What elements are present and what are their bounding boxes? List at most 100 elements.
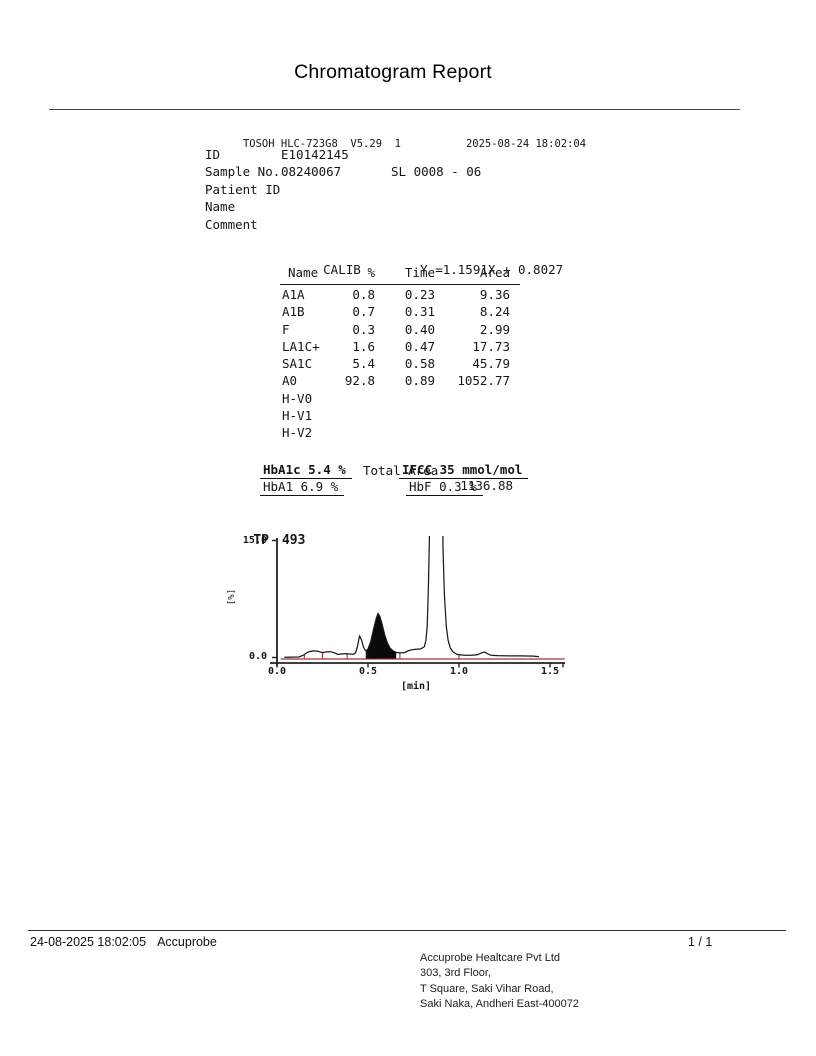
peak-table-cell: 0.3 (352, 321, 375, 337)
info-row: Name (205, 199, 586, 216)
info-label: Name (205, 199, 236, 215)
x-axis-unit-label: [min] (400, 681, 432, 692)
chromatogram-trace (284, 536, 540, 658)
calib-line: CALIB Y =1.1591X + 0.8027 (278, 247, 563, 277)
peak-table-cell: 1052.77 (457, 373, 510, 389)
total-area-label: Total Area (363, 462, 439, 478)
address-line: Accuprobe Healtcare Pvt Ltd (420, 952, 561, 964)
table-header-rule (280, 284, 520, 285)
peak-table-cell: 1.6 (352, 338, 375, 354)
peak-table-row: H-V2 (278, 425, 563, 442)
peak-table-cell: 0.89 (404, 373, 435, 389)
peak-table-cell: 9.36 (479, 287, 510, 302)
peak-table-cell (330, 408, 375, 425)
y-axis-min-label: 0.0 (248, 651, 267, 662)
peak-table-header: Name % Time Area (278, 265, 563, 284)
calib-label: CALIB (323, 262, 361, 277)
peak-table-cell: 0.23 (404, 287, 435, 302)
tp-value: 493 (281, 533, 306, 548)
page-title: Chromatogram Report (294, 61, 492, 83)
peak-table-cell: 17.73 (472, 338, 510, 354)
peak-table-row: A1B 0.7 0.31 8.24 (278, 304, 563, 321)
peak-table-cell: 0.8 (352, 287, 375, 302)
peak-table-row: LA1C+ 1.6 0.47 17.73 (278, 339, 563, 356)
address-line: T Square, Saki Vihar Road, (420, 982, 554, 995)
page-number: 1 / 1 (688, 935, 713, 949)
result-ifcc: IFCC 35 mmol/mol (399, 462, 529, 479)
calib-equation: Y =1.1591X + 0.8027 (420, 262, 564, 277)
peak-table-row: A1A 0.8 0.23 9.36 (278, 287, 563, 304)
x-tick-label-0: 0.0 (267, 666, 287, 677)
peak-table-cell (375, 391, 435, 408)
peak-table-row: F 0.3 0.40 2.99 (278, 322, 563, 339)
peak-table-cell (330, 391, 375, 408)
peak-table-cell: 0.40 (404, 321, 435, 337)
chromatogram-svg (270, 536, 565, 668)
x-tick-label-2: 1.0 (449, 666, 469, 677)
col-header-name: Name (288, 265, 319, 280)
x-tick-label-3: 1.5 (540, 666, 560, 677)
report-datetime: 2025-08-24 18:02:04 (465, 138, 587, 150)
total-peaks-line: TP 493 (222, 518, 305, 563)
peak-table-row: H-V0 (278, 391, 563, 408)
col-header-area: Area (479, 265, 510, 280)
footer-source: Accuprobe (157, 935, 217, 949)
peak-table-cell: 0.31 (404, 304, 435, 320)
peak-table-cell: H-V1 (282, 408, 313, 424)
peak-table-cell (435, 425, 510, 442)
peak-table-cell (435, 408, 510, 425)
peak-table-cell (330, 425, 375, 442)
peak-table-body: A1A 0.8 0.23 9.36 A1B 0.7 0.31 8.24 F 0.3 0.40 2.99… (278, 287, 563, 443)
info-row: Sample No.08240067 SL 0008 - 06 (205, 164, 586, 181)
peak-table-cell: 0.7 (352, 304, 375, 320)
total-area-line: Total Area 1136.88 (278, 448, 518, 493)
result-hba1c: HbA1c 5.4 % (260, 462, 352, 479)
y-axis-max-label: 15.0 (242, 535, 267, 546)
footer-divider (28, 930, 786, 931)
sample-info-block: TOSOH HLC-723G8 V5.29 1 2025-08-24 18:02:… (205, 126, 586, 234)
info-row: Comment (205, 217, 586, 234)
header-divider (49, 109, 740, 110)
peak-table-cell: 0.47 (404, 338, 435, 354)
peak-table-cell (375, 425, 435, 442)
footer-timestamp: 24-08-2025 18:02:05 (30, 935, 147, 949)
x-tick-label-1: 0.5 (358, 666, 378, 677)
peak-table-cell: F (282, 321, 290, 337)
peak-table-cell: H-V2 (282, 425, 313, 441)
info-value: 08240067 (281, 164, 342, 180)
info-row: ID E10142145 (205, 147, 586, 164)
address-block: Accuprobe Healtcare Pvt Ltd 303, 3rd Floo… (420, 951, 579, 1013)
result-hbf: HbF 0.3 % (406, 479, 483, 496)
peak-table-cell: A0 (282, 373, 298, 389)
info-label: Patient ID (205, 181, 281, 197)
footer-left: 24-08-2025 18:02:05 Accuprobe (30, 935, 217, 949)
peak-table-cell: H-V0 (282, 390, 313, 406)
peak-table-cell: A1A (282, 287, 305, 302)
col-header-percent: % (367, 265, 375, 280)
info-rows: ID E10142145 Sample No.08240067 SL 0008 - 0… (205, 147, 586, 234)
peak-table-row: SA1C 5.4 0.58 45.79 (278, 356, 563, 373)
peak-table-cell: 2.99 (479, 321, 510, 337)
peak-table-row: H-V1 (278, 408, 563, 425)
peak-table-cell: 45.79 (472, 356, 510, 372)
peak-table-cell: LA1C+ (282, 338, 320, 354)
total-area-value: 1136.88 (460, 477, 513, 493)
peak-table-cell (435, 391, 510, 408)
col-header-time: Time (404, 265, 435, 280)
device-model: TOSOH HLC-723G8 V5.29 1 (242, 138, 401, 150)
address-line: Saki Naka, Andheri East-400072 (420, 998, 579, 1011)
info-label: Comment (205, 216, 258, 232)
hba1c-filled-peak (366, 613, 397, 659)
result-hba1: HbA1 6.9 % (260, 479, 345, 496)
tp-label: TP (253, 533, 269, 548)
peak-table-cell: 92.8 (344, 373, 375, 389)
address-line: 303, 3rd Floor, (420, 967, 491, 980)
info-row: Patient ID (205, 182, 586, 199)
peak-table-cell (375, 408, 435, 425)
peak-table-row: A0 92.8 0.89 1052.77 (278, 373, 563, 390)
info-value: E10142145 (281, 147, 349, 162)
y-axis-unit-label: [%] (227, 588, 238, 606)
info-label: ID (205, 147, 221, 162)
peak-table-cell: 0.58 (404, 356, 435, 372)
